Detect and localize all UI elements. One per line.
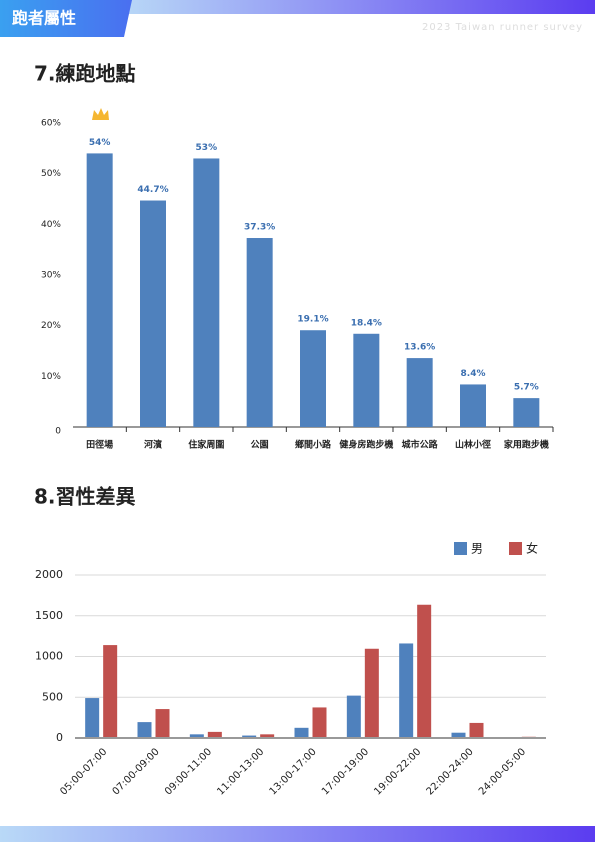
footer-bar (0, 826, 595, 842)
y-tick-label: 50% (41, 169, 61, 179)
x-tick-label: 城市公路 (402, 439, 439, 451)
x-tick-label: 住家周圍 (188, 439, 224, 451)
bar (406, 358, 433, 427)
bar (469, 722, 484, 738)
bar (513, 398, 540, 427)
value-label: 8.4% (461, 369, 486, 379)
section-title: 8.習性差異 (34, 485, 136, 509)
bar (260, 734, 275, 738)
crown-icon (92, 108, 109, 120)
bar (460, 384, 486, 427)
bar (193, 158, 220, 427)
bar (86, 153, 113, 427)
y-tick-label: 60% (41, 119, 61, 129)
y-tick-label: 20% (41, 321, 61, 331)
value-label: 19.1% (297, 315, 328, 325)
bar (155, 709, 170, 738)
x-tick-label: 健身房跑步機 (339, 439, 393, 451)
value-label: 53% (196, 143, 218, 153)
bar (189, 734, 204, 738)
bar (85, 698, 100, 738)
y-tick-label: 10% (41, 372, 61, 382)
x-tick-label: 公園 (251, 440, 269, 451)
bar (242, 735, 257, 738)
bar (300, 330, 326, 427)
bar (346, 695, 361, 738)
bar (451, 732, 466, 738)
bar (140, 200, 166, 427)
value-label: 13.6% (404, 343, 435, 353)
value-label: 44.7% (137, 185, 168, 195)
value-label: 18.4% (351, 318, 382, 328)
bar (417, 604, 432, 738)
bar (103, 645, 118, 738)
section-title: 7.練跑地點 (34, 62, 136, 86)
bar (294, 727, 309, 738)
x-tick-label: 河濱 (144, 439, 162, 451)
bar (137, 722, 152, 738)
header-tag: 跑者屬性 (12, 9, 76, 28)
bar (312, 707, 327, 738)
legend-label: 男 (471, 542, 483, 556)
x-tick-label: 田徑場 (86, 439, 113, 451)
y-tick-label: 40% (41, 220, 61, 230)
header-bar (120, 0, 595, 14)
x-tick-label: 鄉間小路 (295, 439, 332, 451)
x-tick-label: 家用跑步機 (504, 439, 549, 451)
y-tick-label: 0 (56, 731, 63, 744)
bar (207, 731, 222, 738)
y-tick-label: 30% (41, 271, 61, 281)
y-tick-label: 0 (55, 427, 61, 437)
x-tick-label: 山林小徑 (455, 439, 491, 451)
header-subtitle: 2023 Taiwan runner survey (422, 22, 583, 33)
y-tick-label: 1000 (35, 650, 63, 663)
bar (364, 648, 379, 738)
value-label: 37.3% (244, 223, 275, 233)
value-label: 54% (89, 138, 111, 148)
value-label: 5.7% (514, 383, 539, 393)
bar (353, 333, 380, 427)
header-tag-bg (0, 0, 132, 37)
legend-swatch (509, 542, 522, 555)
y-tick-label: 2000 (35, 568, 63, 581)
bar (246, 238, 273, 427)
y-tick-label: 500 (42, 690, 63, 703)
y-tick-label: 1500 (35, 609, 63, 622)
legend-label: 女 (526, 541, 538, 556)
legend-swatch (454, 542, 467, 555)
bar (399, 643, 414, 738)
